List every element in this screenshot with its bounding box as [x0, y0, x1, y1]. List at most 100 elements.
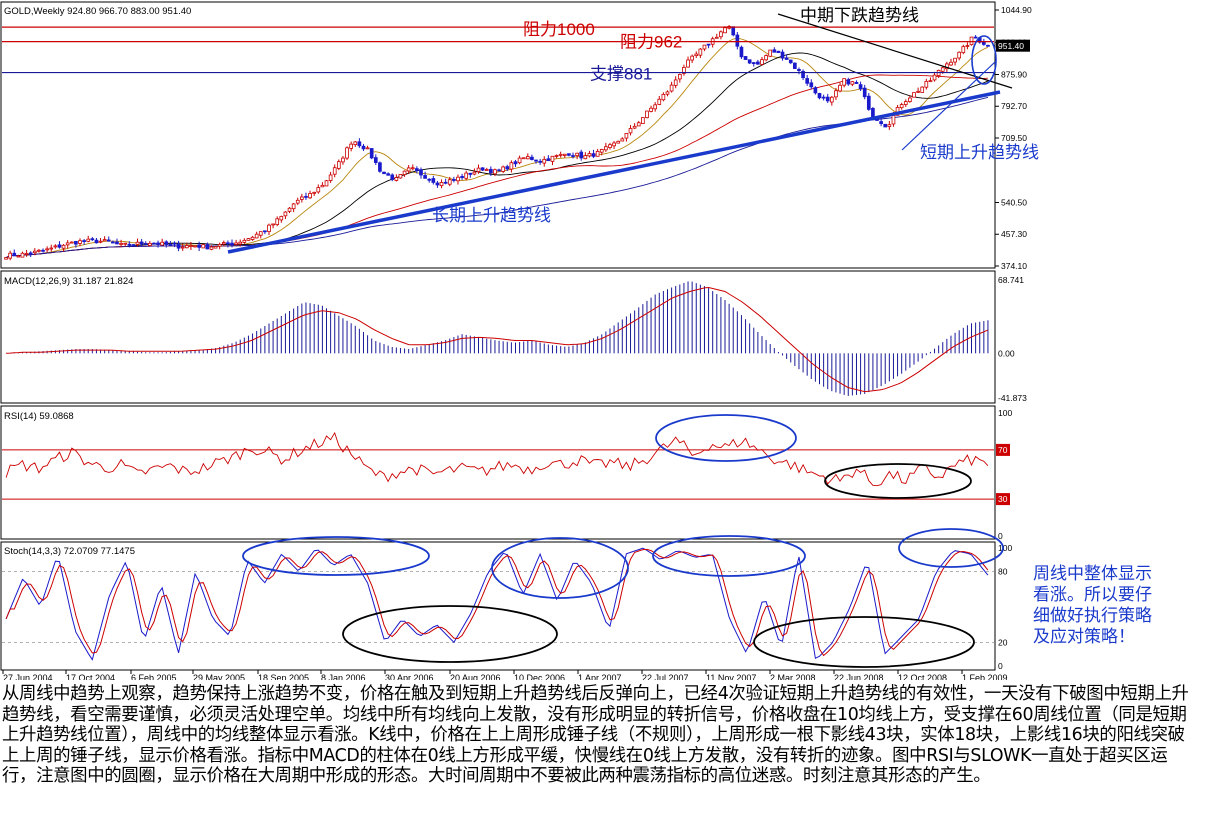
- candle-body: [858, 84, 863, 90]
- candle-body: [152, 242, 156, 245]
- candle-body: [102, 239, 107, 242]
- candle-body: [628, 128, 633, 134]
- candle-body: [456, 176, 460, 182]
- candle-body: [854, 82, 859, 84]
- candle-body: [829, 96, 834, 103]
- rsi-panel-label: RSI(14) 59.0868: [4, 411, 74, 422]
- macd-tick-label: 68.741: [998, 275, 1024, 285]
- candle-body: [172, 242, 177, 245]
- candle-body: [291, 203, 296, 210]
- candle-body: [965, 45, 970, 47]
- candle-body: [349, 143, 353, 149]
- candle-body: [308, 193, 312, 199]
- candle-body: [821, 96, 826, 99]
- candle-body: [706, 43, 711, 46]
- candle-body: [887, 124, 892, 127]
- candle-body: [719, 31, 723, 38]
- candle-body: [476, 167, 481, 172]
- candle-body: [275, 218, 280, 226]
- candle-body: [361, 145, 366, 150]
- candle-body: [123, 242, 128, 245]
- candle-body: [973, 36, 978, 39]
- candle-body: [20, 252, 25, 258]
- macd-panel-label: MACD(12,26,9) 31.187 21.824: [4, 276, 133, 287]
- candle-body: [8, 252, 13, 259]
- candle-body: [300, 196, 304, 200]
- date-tick-label: 8 Jan 2006: [321, 673, 366, 680]
- date-axis: 27 Jun 2004 17 Oct 2004 6 Feb 2005 29 May 2…: [2, 670, 1008, 680]
- candle-body: [61, 244, 66, 249]
- candle-body: [920, 86, 925, 93]
- candle-body: [184, 245, 189, 249]
- candle-body: [279, 215, 284, 221]
- candle-body: [49, 247, 54, 250]
- candle-body: [258, 231, 263, 236]
- resistance-1000-label: 阻力1000: [523, 20, 595, 39]
- candle-body: [891, 115, 896, 125]
- pattern-ellipse: [824, 463, 972, 499]
- candle-body: [480, 167, 485, 171]
- candle-body: [620, 138, 625, 142]
- candle-body: [415, 168, 419, 171]
- candle-body: [797, 69, 801, 71]
- date-tick-label: 11 Nov 2007: [706, 673, 756, 680]
- price-tick-label: 875.90: [1001, 69, 1027, 79]
- side-note-line: 细做好执行策略: [1033, 606, 1152, 625]
- candle-body: [924, 80, 929, 88]
- candle-body: [612, 142, 616, 147]
- stoch-tick-label: 100: [998, 543, 1012, 553]
- candle-body: [447, 179, 452, 185]
- date-tick-label: 22 Jun 2008: [834, 673, 884, 680]
- date-tick-label: 30 Apr 2006: [385, 673, 434, 680]
- candle-body: [16, 255, 21, 258]
- candle-body: [649, 107, 653, 112]
- candle-body: [673, 79, 678, 86]
- candle-body: [143, 243, 148, 245]
- candle-body: [460, 176, 464, 179]
- candle-body: [986, 44, 990, 47]
- candle-body: [788, 59, 793, 64]
- current-price-label: 951.40: [998, 41, 1024, 51]
- candle-body: [98, 240, 103, 243]
- candle-body: [267, 224, 271, 233]
- pattern-circles: [242, 414, 1004, 668]
- candle-body: [747, 59, 752, 64]
- moving-average-30: [5, 52, 989, 258]
- candle-body: [205, 244, 210, 250]
- candle-body: [193, 245, 197, 248]
- candle-body: [238, 241, 243, 245]
- candle-body: [131, 244, 136, 247]
- candle-body: [661, 94, 666, 101]
- stoch-d-line: [5, 548, 989, 657]
- candle-body: [86, 238, 91, 242]
- trendlines: [227, 13, 1013, 254]
- support-resistance-lines: [2, 26, 994, 74]
- price-tick-label: 709.50: [1001, 133, 1027, 143]
- rsi-line: [5, 431, 989, 487]
- candle-body: [567, 153, 571, 156]
- support-881-label: 支撑881: [590, 65, 652, 84]
- candle-body: [209, 246, 214, 250]
- candle-body: [928, 80, 933, 83]
- candle-body: [484, 169, 489, 171]
- candle-body: [723, 27, 727, 34]
- candle-body: [825, 96, 830, 102]
- candle-body: [682, 67, 686, 74]
- candle-body: [45, 248, 49, 251]
- candle-body: [538, 160, 542, 163]
- candle-body: [776, 50, 781, 54]
- candle-body: [813, 87, 818, 94]
- candle-body: [562, 153, 567, 156]
- stoch-tick-label: 80: [998, 567, 1008, 577]
- candle-body: [24, 253, 29, 255]
- candle-body: [345, 147, 349, 159]
- candle-body: [410, 167, 415, 170]
- candle-body: [250, 236, 255, 240]
- candle-body: [197, 244, 201, 248]
- candle-body: [382, 171, 386, 175]
- candle-body: [575, 152, 579, 156]
- analysis-text: 从周线中趋势上观察，趋势保持上涨趋势不变，价格在触及到短期上升趋势线后反弹向上，…: [2, 684, 1189, 787]
- pattern-ellipse: [242, 536, 430, 576]
- candle-body: [435, 182, 440, 186]
- candle-body: [246, 238, 251, 241]
